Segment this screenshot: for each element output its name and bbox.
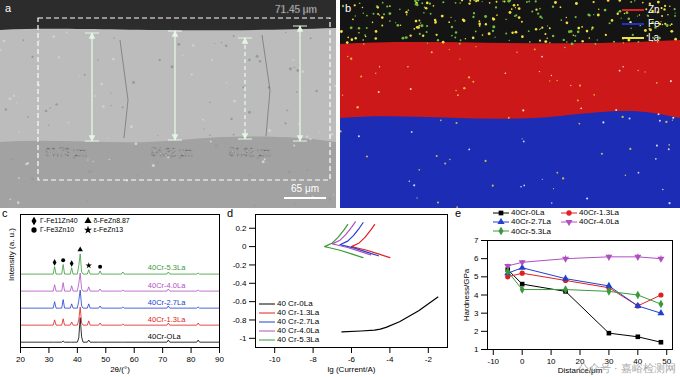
svg-text:2θ/(°): 2θ/(°) <box>110 365 130 374</box>
svg-text:50.92 μm: 50.92 μm <box>229 147 271 158</box>
svg-text:-10: -10 <box>269 355 281 364</box>
svg-text:-1: -1 <box>239 334 247 343</box>
svg-text:4: 4 <box>474 291 479 300</box>
svg-text:Zn: Zn <box>648 4 660 15</box>
svg-text:6: 6 <box>474 254 479 263</box>
svg-text:La: La <box>648 32 660 43</box>
svg-text:40Cr-4.0La: 40Cr-4.0La <box>148 281 186 290</box>
svg-text:5: 5 <box>474 272 479 281</box>
svg-text:10: 10 <box>547 357 556 366</box>
svg-text:-10: -10 <box>488 357 500 366</box>
svg-text:1: 1 <box>474 345 479 354</box>
svg-text:40Cr-2.7La: 40Cr-2.7La <box>148 298 186 307</box>
svg-text:40Cr-5.3La: 40Cr-5.3La <box>148 263 186 272</box>
svg-text:-0.6: -0.6 <box>233 297 247 306</box>
svg-text:0: 0 <box>520 357 525 366</box>
svg-text:40Cr-OLa: 40Cr-OLa <box>148 332 182 341</box>
svg-text:30: 30 <box>44 355 53 364</box>
svg-text:-4: -4 <box>386 355 394 364</box>
svg-text:-8: -8 <box>310 355 318 364</box>
svg-text:80: 80 <box>187 355 196 364</box>
svg-text:0: 0 <box>242 242 247 251</box>
svg-text:7: 7 <box>474 236 479 245</box>
svg-text:40: 40 <box>73 355 82 364</box>
svg-text:2: 2 <box>474 327 479 336</box>
svg-text:-6: -6 <box>348 355 356 364</box>
svg-text:50: 50 <box>101 355 110 364</box>
svg-text:-0.8: -0.8 <box>233 316 247 325</box>
svg-text:60.79 μm: 60.79 μm <box>45 147 87 158</box>
svg-text:70: 70 <box>158 355 167 364</box>
svg-text:54.32 μm: 54.32 μm <box>151 147 193 158</box>
svg-text:71.45 μm: 71.45 μm <box>275 4 317 15</box>
svg-text:Hardness/GPa: Hardness/GPa <box>462 268 471 321</box>
svg-text:90: 90 <box>215 355 224 364</box>
svg-text:-0.4: -0.4 <box>233 279 247 288</box>
svg-text:65 μm: 65 μm <box>291 183 319 194</box>
svg-text:40Cr-1.3La: 40Cr-1.3La <box>148 315 186 324</box>
svg-text:Fe: Fe <box>648 18 660 29</box>
svg-text:-2: -2 <box>425 355 433 364</box>
svg-text:0.2: 0.2 <box>235 224 247 233</box>
svg-text:3: 3 <box>474 309 479 318</box>
svg-text:20: 20 <box>16 355 25 364</box>
svg-text:60: 60 <box>130 355 139 364</box>
svg-text:lg (Current/A): lg (Current/A) <box>327 365 375 374</box>
svg-text:Intensity (a. u.): Intensity (a. u.) <box>7 228 16 281</box>
svg-text:-0.2: -0.2 <box>233 261 247 270</box>
